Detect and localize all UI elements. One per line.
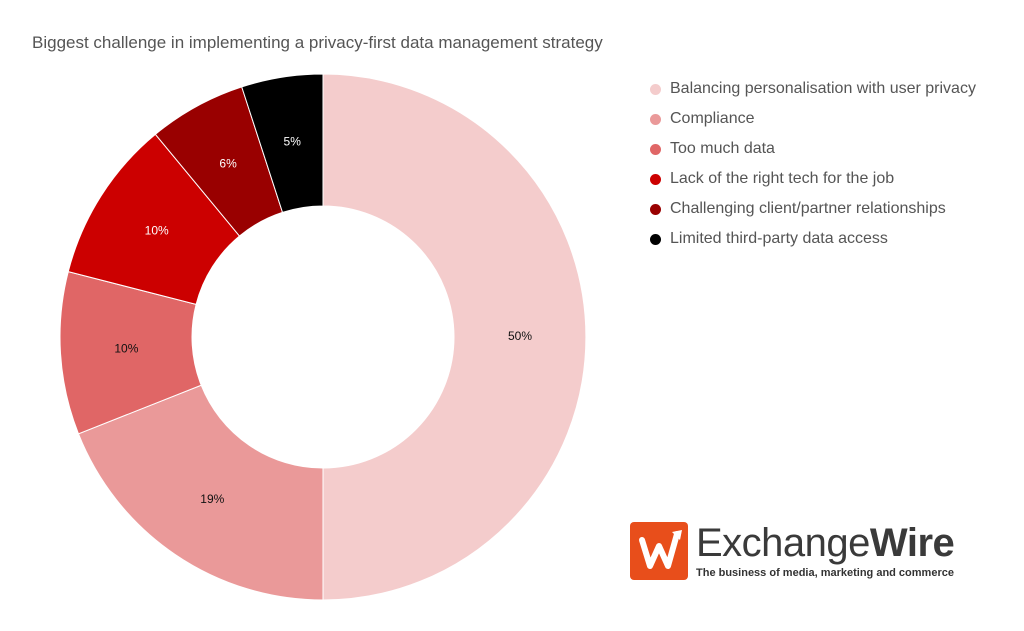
donut-slice[interactable] (241, 73, 324, 214)
legend-item[interactable]: Balancing personalisation with user priv… (650, 74, 976, 104)
slice-data-label: 19% (200, 492, 224, 506)
exchangewire-logo: ExchangeWire The business of media, mark… (630, 521, 955, 580)
donut-slice[interactable] (322, 73, 587, 601)
slice-data-label: 5% (284, 135, 302, 149)
legend-label: Too much data (670, 140, 775, 157)
exchangewire-tagline: The business of media, marketing and com… (696, 567, 954, 579)
wordmark-part-2: Wire (869, 521, 955, 565)
legend-swatch (650, 203, 661, 215)
slice-data-label: 50% (508, 329, 532, 343)
wordmark-part-1: Exchange (696, 521, 870, 565)
legend-item[interactable]: Lack of the right tech for the job (650, 164, 976, 194)
exchangewire-wordmark: ExchangeWire (696, 521, 955, 565)
legend-item[interactable]: Too much data (650, 134, 976, 164)
legend-label: Challenging client/partner relationships (670, 200, 946, 217)
legend-swatch (650, 83, 661, 95)
legend-swatch (650, 233, 661, 245)
chart-legend: Balancing personalisation with user priv… (650, 74, 976, 254)
slice-data-label: 10% (114, 342, 138, 356)
legend-swatch (650, 173, 661, 185)
donut-slice[interactable] (77, 384, 324, 601)
legend-swatch (650, 113, 661, 125)
legend-swatch (650, 143, 661, 155)
exchangewire-logo-mark-icon (630, 522, 688, 580)
chart-title: Biggest challenge in implementing a priv… (32, 33, 603, 52)
legend-item[interactable]: Compliance (650, 104, 976, 134)
legend-label: Balancing personalisation with user priv… (670, 80, 976, 97)
slice-data-label: 6% (219, 157, 237, 171)
legend-label: Compliance (670, 110, 755, 127)
legend-item[interactable]: Limited third-party data access (650, 224, 976, 254)
slice-data-label: 10% (145, 224, 169, 238)
exchangewire-logo-text: ExchangeWire The business of media, mark… (696, 521, 955, 579)
legend-label: Limited third-party data access (670, 230, 888, 247)
legend-item[interactable]: Challenging client/partner relationships (650, 194, 976, 224)
legend-label: Lack of the right tech for the job (670, 170, 895, 187)
